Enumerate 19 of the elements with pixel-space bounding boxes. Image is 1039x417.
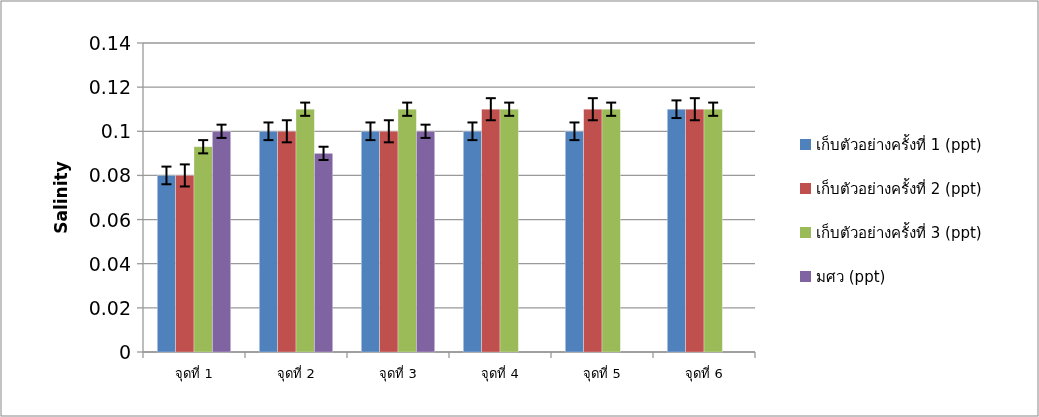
x-tick-label: จุดที่ 5	[583, 365, 621, 382]
x-tick-label: จุดที่ 1	[175, 365, 213, 382]
x-tick-label: จุดที่ 3	[379, 365, 417, 382]
y-tick-label: 0.12	[88, 76, 131, 99]
y-tick-label: 0.1	[100, 120, 131, 143]
y-tick-label: 0.04	[88, 252, 131, 275]
y-tick-label: 0.08	[88, 164, 131, 187]
legend-label: มศว (ppt)	[816, 268, 886, 286]
y-tick-label: 0.02	[88, 296, 131, 319]
x-tick-label: จุดที่ 2	[277, 365, 315, 382]
legend-label: เก็บตัวอย่างครั้งที่ 2 (ppt)	[816, 178, 982, 198]
y-tick-label: 0	[118, 341, 131, 363]
y-tick-label: 0.14	[88, 32, 131, 54]
legend-label: เก็บตัวอย่างครั้งที่ 3 (ppt)	[816, 222, 982, 242]
y-tick-label: 0.06	[88, 208, 131, 231]
x-tick-label: จุดที่ 6	[685, 365, 723, 382]
y-axis-title: Salinity	[51, 161, 71, 234]
x-tick-label: จุดที่ 4	[481, 365, 519, 382]
legend-label: เก็บตัวอย่างครั้งที่ 1 (ppt)	[816, 134, 982, 154]
